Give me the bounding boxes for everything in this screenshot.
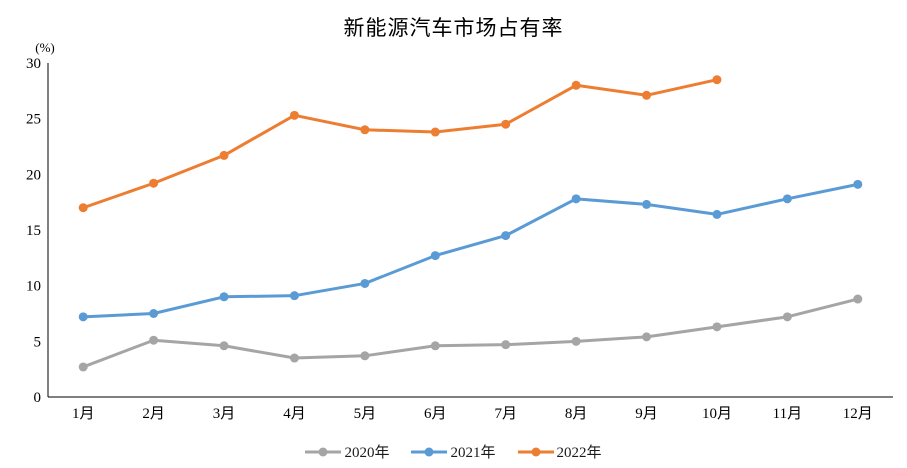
x-tick-label-6月: 6月 bbox=[424, 406, 447, 422]
data-point-2020年-12月 bbox=[853, 294, 863, 304]
x-tick-label-4月: 4月 bbox=[283, 406, 306, 422]
x-tick-label-2月: 2月 bbox=[142, 406, 165, 422]
data-point-2021年-5月 bbox=[360, 278, 370, 288]
data-point-2022年-4月 bbox=[289, 110, 299, 120]
legend-label-2020年: 2020年 bbox=[344, 445, 390, 461]
legend-item-2022年: 2022年 bbox=[517, 441, 602, 462]
data-point-2021年-3月 bbox=[219, 292, 229, 302]
y-tick-label-25: 25 bbox=[26, 112, 41, 128]
legend-marker-2020年 bbox=[305, 447, 342, 456]
data-point-2021年-9月 bbox=[642, 199, 652, 209]
data-point-2022年-9月 bbox=[642, 90, 652, 100]
data-point-2020年-5月 bbox=[360, 351, 370, 361]
x-tick-label-10月: 10月 bbox=[702, 406, 732, 422]
y-tick-label-5: 5 bbox=[34, 334, 42, 350]
data-point-2021年-7月 bbox=[501, 231, 511, 241]
data-point-2021年-11月 bbox=[782, 194, 792, 204]
data-point-2022年-3月 bbox=[219, 150, 229, 160]
series-line-2022年 bbox=[81, 78, 719, 210]
data-point-2020年-8月 bbox=[571, 336, 581, 346]
data-point-2021年-2月 bbox=[149, 309, 159, 318]
data-point-2021年-10月 bbox=[712, 209, 722, 219]
data-point-2021年-1月 bbox=[78, 312, 88, 322]
data-point-2022年-10月 bbox=[712, 75, 722, 85]
x-tick-label-1月: 1月 bbox=[72, 406, 95, 422]
data-point-2021年-4月 bbox=[289, 291, 299, 301]
chart-title: 新能源汽车市场占有率 bbox=[343, 16, 564, 40]
y-tick-label-15: 15 bbox=[26, 223, 41, 239]
series-line-2021年 bbox=[81, 182, 860, 319]
data-point-2020年-3月 bbox=[219, 341, 229, 351]
legend-item-2020年: 2020年 bbox=[305, 441, 389, 462]
data-point-2021年-8月 bbox=[571, 194, 581, 204]
data-point-2020年-1月 bbox=[78, 362, 88, 372]
data-point-2020年-2月 bbox=[149, 335, 159, 345]
data-point-2021年-12月 bbox=[853, 179, 863, 189]
data-point-2020年-7月 bbox=[501, 340, 511, 350]
series-line-2020年 bbox=[81, 297, 860, 369]
data-point-2022年-2月 bbox=[149, 178, 159, 188]
legend-item-2021年: 2021年 bbox=[411, 441, 496, 462]
x-tick-label-3月: 3月 bbox=[213, 406, 236, 422]
y-axis-unit-label: (%) bbox=[35, 40, 55, 55]
data-point-2022年-7月 bbox=[501, 119, 511, 129]
data-point-2020年-10月 bbox=[712, 322, 722, 332]
legend-label-2022年: 2022年 bbox=[556, 445, 602, 461]
data-point-2022年-8月 bbox=[571, 80, 581, 90]
data-point-2020年-6月 bbox=[430, 341, 440, 351]
x-tick-label-11月: 11月 bbox=[773, 406, 802, 422]
data-point-2021年-6月 bbox=[430, 251, 440, 261]
legend-label-2021年: 2021年 bbox=[450, 445, 496, 461]
data-point-2022年-5月 bbox=[360, 125, 370, 135]
data-point-2020年-4月 bbox=[289, 353, 299, 363]
y-tick-label-10: 10 bbox=[26, 279, 41, 295]
y-tick-label-20: 20 bbox=[26, 167, 41, 183]
data-point-2020年-9月 bbox=[642, 332, 652, 342]
data-point-2020年-11月 bbox=[782, 312, 792, 322]
legend: 2020年 2021年 2022年 bbox=[0, 441, 907, 462]
x-tick-label-7月: 7月 bbox=[494, 406, 517, 422]
x-tick-label-12月: 12月 bbox=[843, 406, 873, 422]
legend-marker-2021年 bbox=[411, 447, 448, 456]
y-tick-label-0: 0 bbox=[34, 390, 42, 406]
data-point-2022年-1月 bbox=[78, 203, 88, 213]
x-tick-label-5月: 5月 bbox=[354, 406, 377, 422]
legend-marker-2022年 bbox=[517, 447, 554, 456]
data-point-2022年-6月 bbox=[430, 127, 440, 137]
x-tick-label-8月: 8月 bbox=[565, 406, 588, 422]
y-tick-label-30: 30 bbox=[26, 56, 41, 72]
x-tick-label-9月: 9月 bbox=[635, 406, 658, 422]
